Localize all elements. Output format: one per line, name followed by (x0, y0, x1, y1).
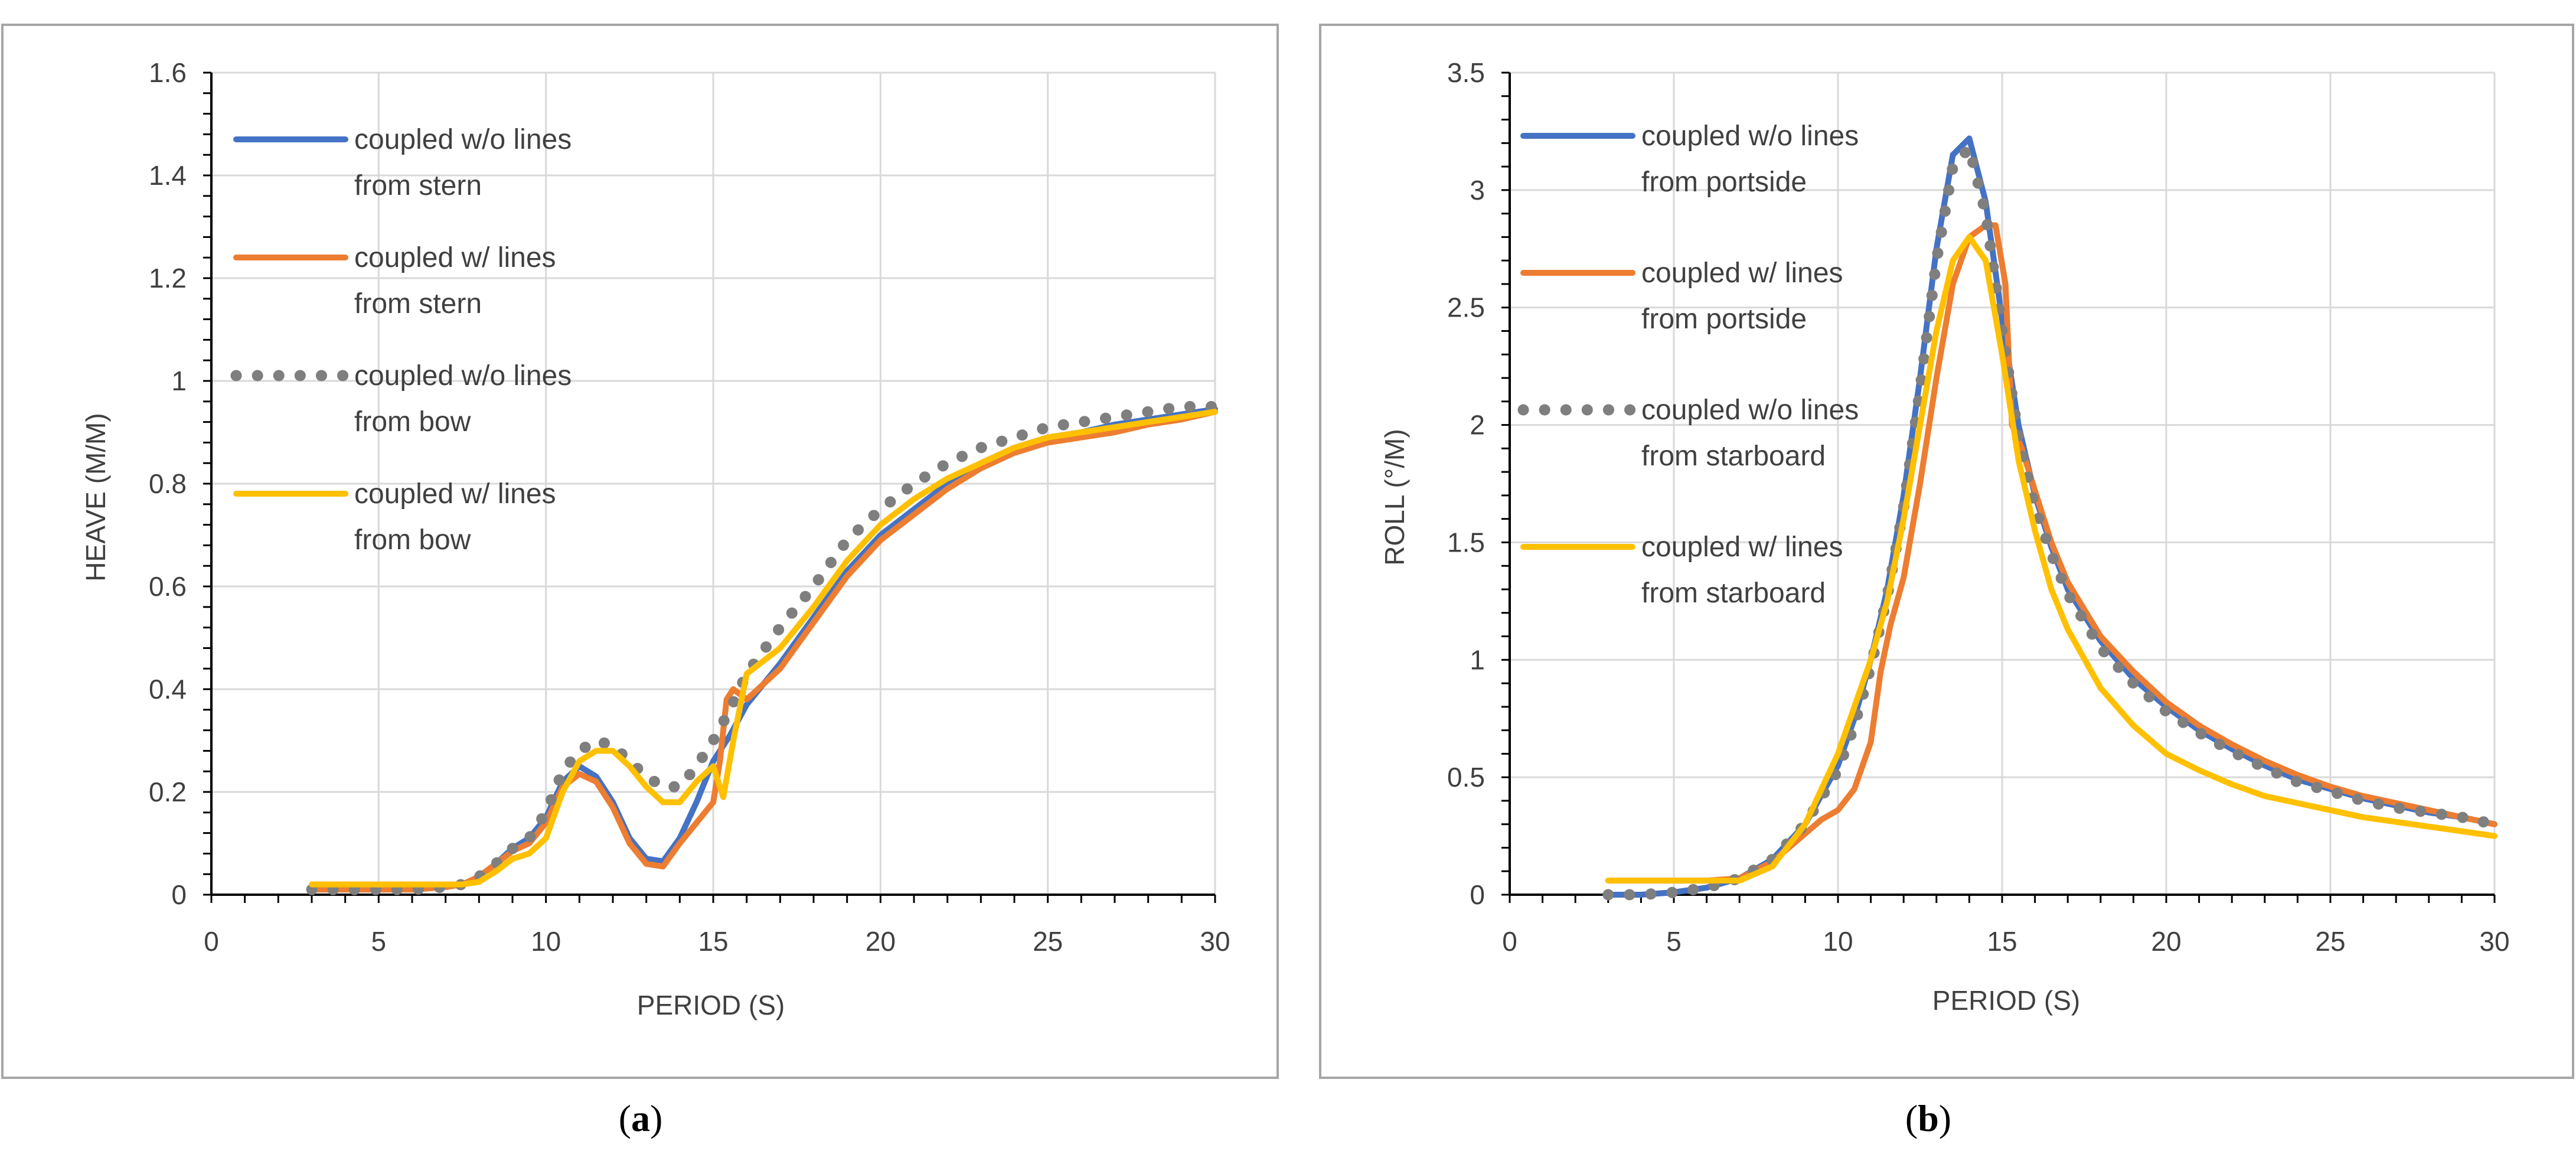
x-tick-labels-a: 0 5 10 15 20 25 30 (204, 926, 1230, 957)
x-axis-title-a: PERIOD (S) (637, 990, 785, 1020)
x-tick-label-b: 5 (1666, 926, 1682, 957)
y-tick-label-b: 0 (1470, 879, 1485, 910)
y-tick-label-a: 0.4 (149, 674, 187, 705)
x-tick-labels-b: 0 5 10 15 20 25 30 (1502, 926, 2509, 957)
y-tick-label-b: 3.5 (1447, 57, 1485, 88)
y-tick-label-b: 0.5 (1447, 762, 1485, 793)
y-tick-label-a: 0.6 (149, 571, 187, 602)
y-tick-label-a: 0 (171, 879, 187, 910)
legend-a: coupled w/o lines from stern coupled w/ li… (230, 124, 572, 556)
panel-a: 0 5 10 15 20 25 30 0 0.2 0.4 0.6 0.8 1 1.2 1.4 1.6 cou… (1, 24, 1279, 1079)
y-tick-label-b: 2 (1470, 410, 1485, 441)
x-tick-label-a: 20 (866, 926, 896, 957)
x-tick-label-a: 10 (531, 926, 561, 957)
gridlines-a (211, 71, 1216, 895)
x-tick-label-a: 0 (204, 926, 219, 957)
series-line-b-1 (1605, 222, 2497, 884)
y-axis-title-b: ROLL (°/M) (1379, 429, 1410, 565)
y-tick-label-b: 2.5 (1447, 292, 1485, 323)
legend-label-b-2: coupled w/o lines (1641, 394, 1859, 426)
legend-label-a-1: coupled w/ lines (354, 242, 556, 273)
x-tick-label-a: 5 (371, 926, 387, 957)
legend-label-b-0: from portside (1641, 167, 1807, 198)
legend-label-b-1: from portside (1641, 304, 1807, 335)
series-line-a-3 (309, 409, 1218, 888)
caption-b: (b) (1905, 1097, 1951, 1139)
gridlines-b (1510, 71, 2496, 895)
legend-label-b-3: coupled w/ lines (1641, 532, 1843, 563)
legend-label-a-0: from stern (354, 170, 482, 201)
panel-b: 0 5 10 15 20 25 30 0 0.5 1 1.5 2 2.5 3 3.5 coupled w/… (1319, 24, 2574, 1079)
y-tick-label-b: 1.5 (1447, 527, 1485, 557)
x-tick-label-b: 25 (2315, 926, 2345, 957)
x-tick-label-b: 15 (1987, 926, 2017, 957)
y-tick-label-b: 3 (1470, 175, 1485, 206)
y-tick-label-a: 1.4 (149, 160, 187, 191)
x-tick-label-b: 0 (1502, 926, 1517, 957)
x-tick-label-b: 10 (1823, 926, 1853, 957)
y-tick-label-b: 1 (1470, 644, 1485, 675)
x-axis-title-b: PERIOD (S) (1932, 985, 2080, 1016)
series-group-b (1602, 135, 2500, 901)
x-tick-label-b: 30 (2479, 926, 2509, 957)
legend-label-a-1: from stern (354, 288, 482, 319)
legend-label-a-2: coupled w/o lines (354, 360, 572, 392)
legend-label-b-0: coupled w/o lines (1641, 120, 1859, 152)
legend-label-a-3: coupled w/ lines (354, 478, 556, 510)
series-line-b-3 (1605, 234, 2497, 884)
series-group-a (306, 401, 1221, 895)
series-line-a-1 (309, 409, 1218, 893)
series-line-b-2 (1602, 142, 2500, 901)
legend-label-a-3: from bow (354, 524, 471, 556)
x-tick-label-a: 15 (698, 926, 728, 957)
y-tick-label-a: 1.6 (149, 57, 187, 88)
y-tick-label-a: 0.2 (149, 777, 187, 807)
legend-label-b-1: coupled w/ lines (1641, 257, 1843, 289)
y-tick-labels-b: 0 0.5 1 1.5 2 2.5 3 3.5 (1447, 57, 1485, 910)
legend-label-b-3: from starboard (1641, 578, 1826, 609)
x-tick-label-a: 30 (1200, 926, 1230, 957)
series-line-a-2 (306, 401, 1221, 895)
y-tick-label-a: 0.8 (149, 468, 187, 499)
x-tick-label-b: 20 (2151, 926, 2181, 957)
legend-b: coupled w/o lines from portside coupled w/… (1517, 120, 1859, 609)
panel-a-frame (1, 24, 1279, 1079)
y-tick-label-a: 1.2 (149, 263, 187, 294)
legend-label-b-2: from starboard (1641, 441, 1826, 472)
axes-a (203, 71, 1216, 903)
legend-label-a-0: coupled w/o lines (354, 124, 572, 155)
y-tick-label-a: 1 (171, 366, 187, 396)
x-tick-label-a: 25 (1033, 926, 1063, 957)
y-tick-labels-a: 0 0.2 0.4 0.6 0.8 1 1.2 1.4 1.6 (149, 57, 187, 910)
y-axis-title-a: HEAVE (M/M) (80, 413, 111, 581)
caption-a: (a) (619, 1097, 663, 1139)
legend-label-a-2: from bow (354, 406, 471, 438)
